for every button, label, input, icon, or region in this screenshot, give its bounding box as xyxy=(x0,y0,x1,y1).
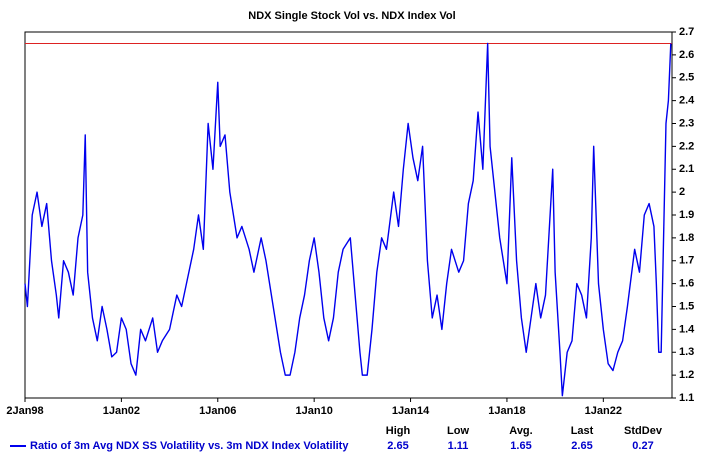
stat-value: 1.11 xyxy=(448,440,469,452)
x-tick-label: 1Jan02 xyxy=(103,405,140,417)
x-tick-label: 2Jan98 xyxy=(6,405,43,417)
y-tick-label: 1.6 xyxy=(679,278,694,290)
y-tick-label: 2.3 xyxy=(679,117,694,129)
y-tick-label: 1.4 xyxy=(679,323,695,335)
y-tick-label: 1.1 xyxy=(679,392,694,404)
stat-label: High xyxy=(386,425,411,437)
y-tick-label: 2.6 xyxy=(679,49,694,61)
x-tick-label: 1Jan22 xyxy=(585,405,622,417)
x-tick-label: 1Jan10 xyxy=(296,405,333,417)
y-tick-label: 2.1 xyxy=(679,163,694,175)
stat-value: 1.65 xyxy=(510,440,531,452)
y-tick-label: 1.9 xyxy=(679,209,694,221)
series-line xyxy=(24,42,672,397)
x-tick-label: 1Jan14 xyxy=(392,405,430,417)
y-tick-label: 1.5 xyxy=(679,300,694,312)
x-tick-label: 1Jan06 xyxy=(199,405,236,417)
y-tick-label: 2.7 xyxy=(679,26,694,38)
stat-label: Last xyxy=(571,425,594,437)
stat-value: 0.27 xyxy=(632,440,653,452)
stat-value: 2.65 xyxy=(387,440,408,452)
y-tick-label: 1.8 xyxy=(679,232,694,244)
y-tick-label: 2.4 xyxy=(679,95,695,107)
stat-label: Low xyxy=(447,425,469,437)
y-tick-label: 1.2 xyxy=(679,369,694,381)
x-tick-label: 1Jan18 xyxy=(488,405,525,417)
y-tick-label: 2 xyxy=(679,186,685,198)
chart-title: NDX Single Stock Vol vs. NDX Index Vol xyxy=(248,10,455,22)
y-tick-label: 1.7 xyxy=(679,255,694,267)
stat-label: Avg. xyxy=(509,425,532,437)
stat-label: StdDev xyxy=(624,425,663,437)
stat-value: 2.65 xyxy=(571,440,592,452)
legend-label: Ratio of 3m Avg NDX SS Volatility vs. 3m… xyxy=(30,440,349,452)
y-tick-label: 2.2 xyxy=(679,140,694,152)
y-tick-label: 1.3 xyxy=(679,346,694,358)
plot-frame xyxy=(24,31,673,399)
y-tick-label: 2.5 xyxy=(679,72,694,84)
